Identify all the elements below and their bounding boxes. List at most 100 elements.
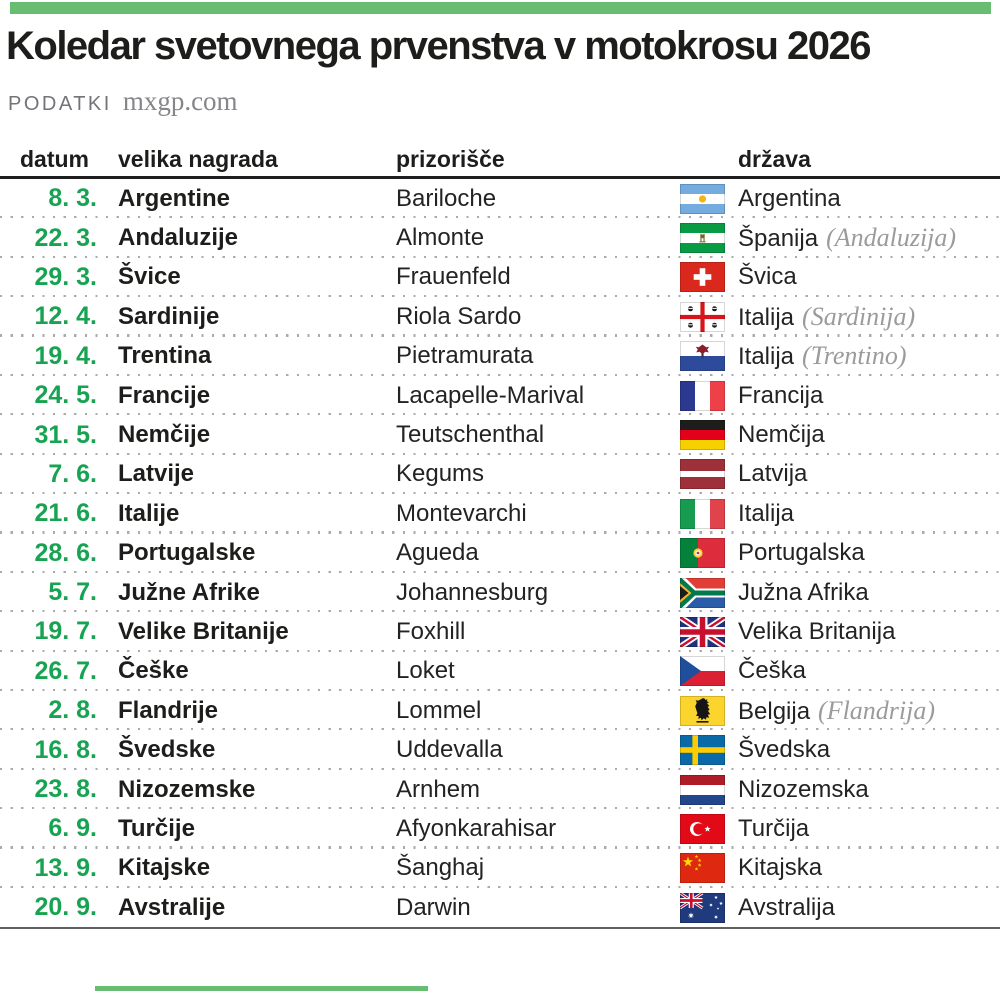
venue-name: Montevarchi — [396, 499, 527, 527]
france-flag-icon — [680, 380, 725, 411]
latvia-flag-icon — [680, 459, 725, 490]
portugal-flag-icon — [680, 538, 725, 569]
country-name: Velika Britanija — [725, 618, 1000, 646]
venue-name: Bariloche — [396, 184, 497, 212]
top-accent-bar — [10, 2, 991, 14]
column-header-country: država — [738, 146, 811, 172]
venue-name: Arnhem — [396, 775, 481, 803]
race-date: 24. 5. — [34, 381, 97, 410]
venue-name: Foxhill — [396, 617, 466, 645]
country-name: Švedska — [725, 736, 1000, 764]
china-flag-icon — [680, 853, 725, 884]
grand-prix-name: Italije — [118, 499, 180, 527]
venue-name: Agueda — [396, 539, 479, 567]
country-name: Portugalska — [725, 539, 1000, 567]
country-label: Nemčija — [738, 421, 825, 449]
country-name: Avstralija — [725, 894, 1000, 922]
grand-prix-name: Avstralije — [118, 893, 226, 921]
table-row: 23. 8. Nizozemske Arnhem Nizozemska — [0, 770, 1000, 810]
turkey-flag-icon — [680, 813, 725, 844]
country-name: Nizozemska — [725, 776, 1000, 804]
table-row: 29. 3. Švice Frauenfeld Švica — [0, 258, 1000, 298]
grand-prix-name: Češke — [118, 657, 189, 685]
venue-name: Teutschenthal — [396, 421, 545, 449]
race-date: 22. 3. — [34, 223, 97, 252]
country-name: Italija (Sardinija) — [725, 302, 1000, 332]
country-note: (Flandrija) — [818, 695, 936, 725]
table-row: 19. 4. Trentina Pietramurata Italija (Tre… — [0, 337, 1000, 377]
venue-name: Almonte — [396, 224, 485, 252]
table-body: 8. 3. Argentine Bariloche Argentina 22. … — [0, 179, 1000, 930]
country-label: Turčija — [738, 814, 810, 842]
country-name: Italija — [725, 500, 1000, 528]
country-label: Italija — [738, 499, 795, 527]
country-name: Južna Afrika — [725, 579, 1000, 607]
venue-name: Loket — [396, 657, 455, 685]
country-label: Italija — [738, 343, 795, 371]
column-header-date: datum — [20, 146, 89, 172]
venue-name: Frauenfeld — [396, 263, 511, 291]
race-date: 19. 4. — [34, 341, 97, 370]
race-date: 21. 6. — [34, 499, 97, 528]
country-note: (Andaluzija) — [826, 223, 957, 253]
table-row: 26. 7. Češke Loket Češka — [0, 652, 1000, 692]
column-header-grand-prix: velika nagrada — [118, 146, 278, 172]
country-name: Nemčija — [725, 421, 1000, 449]
country-label: Velika Britanija — [738, 617, 896, 645]
race-date: 19. 7. — [34, 617, 97, 646]
country-name: Francija — [725, 382, 1000, 410]
italy-flag-icon — [680, 498, 725, 529]
czechia-flag-icon — [680, 656, 725, 687]
table-row: 7. 6. Latvije Kegums Latvija — [0, 455, 1000, 495]
grand-prix-name: Trentina — [118, 342, 212, 370]
source-site: mxgp.com — [122, 86, 238, 116]
country-label: Švica — [738, 263, 797, 291]
venue-name: Kegums — [396, 460, 485, 488]
table-row: 12. 4. Sardinije Riola Sardo Italija (Sar… — [0, 297, 1000, 337]
venue-name: Afyonkarahisar — [396, 814, 557, 842]
grand-prix-name: Švice — [118, 263, 181, 291]
south-africa-flag-icon — [680, 577, 725, 608]
country-name: Belgija (Flandrija) — [725, 696, 1000, 726]
grand-prix-name: Nemčije — [118, 421, 211, 449]
andalusia-flag-icon — [680, 223, 725, 254]
country-label: Portugalska — [738, 539, 865, 567]
race-date: 20. 9. — [34, 893, 97, 922]
table-row: 16. 8. Švedske Uddevalla Švedska — [0, 730, 1000, 771]
race-date: 29. 3. — [34, 262, 97, 291]
table-row: 24. 5. Francije Lacapelle-Marival Franci… — [0, 376, 1000, 416]
sardinia-flag-icon — [680, 301, 725, 332]
table-row: 2. 8. Flandrije Lommel Belgija (Flandrija… — [0, 691, 1000, 731]
race-date: 8. 3. — [48, 184, 97, 213]
venue-name: Uddevalla — [396, 736, 503, 764]
australia-flag-icon — [680, 892, 725, 923]
argentina-flag-icon — [680, 183, 725, 214]
venue-name: Šanghaj — [396, 854, 485, 882]
switzerland-flag-icon — [680, 262, 725, 293]
column-header-venue: prizorišče — [396, 146, 505, 172]
table-row: 20. 9. Avstralije Darwin Avstralija — [0, 888, 1000, 927]
race-date: 6. 9. — [48, 814, 97, 843]
table-row: 5. 7. Južne Afrike Johannesburg Južna Af… — [0, 573, 1000, 613]
country-note: (Trentino) — [802, 341, 907, 371]
table-row: 6. 9. Turčije Afyonkarahisar Turčija — [0, 809, 1000, 850]
calendar-table: datum velika nagrada prizorišče država 8… — [0, 141, 1000, 930]
country-label: Švedska — [738, 736, 831, 764]
country-label: Kitajska — [738, 854, 823, 882]
grand-prix-name: Sardinije — [118, 302, 220, 330]
grand-prix-name: Nizozemske — [118, 775, 256, 803]
table-row: 19. 7. Velike Britanije Foxhill Velika B… — [0, 612, 1000, 653]
sweden-flag-icon — [680, 735, 725, 766]
race-date: 16. 8. — [34, 735, 97, 764]
source-label: PODATKI — [8, 93, 112, 115]
country-label: Argentina — [738, 184, 841, 212]
country-label: Italija — [738, 303, 795, 331]
netherlands-flag-icon — [680, 774, 725, 805]
country-name: Češka — [725, 657, 1000, 685]
page-title: Koledar svetovnega prvenstva v motokrosu… — [6, 24, 871, 68]
grand-prix-name: Južne Afrike — [118, 578, 260, 606]
country-name: Latvija — [725, 460, 1000, 488]
germany-flag-icon — [680, 420, 725, 451]
race-date: 26. 7. — [34, 656, 97, 685]
race-date: 31. 5. — [34, 420, 97, 449]
